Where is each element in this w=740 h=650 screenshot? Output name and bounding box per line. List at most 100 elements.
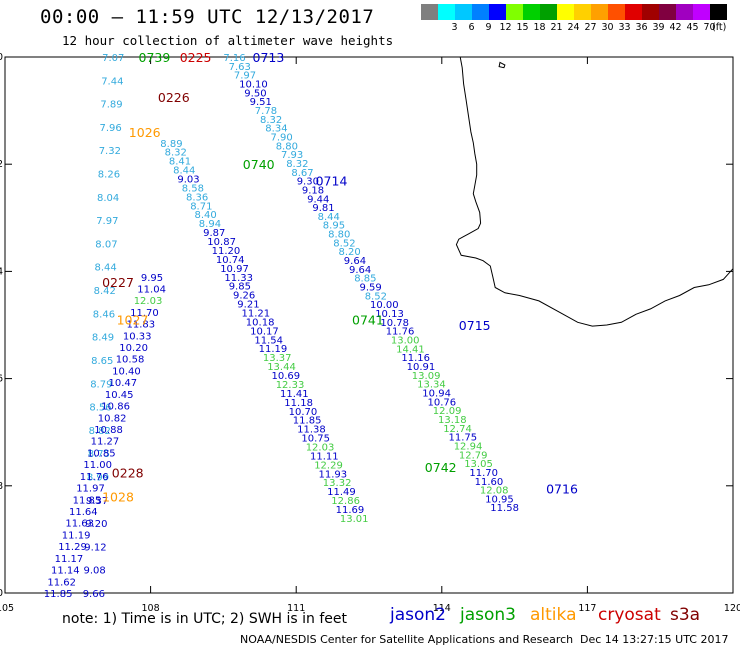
color-swatch-label: 39	[652, 22, 665, 33]
wave-height-label: 9.81	[312, 203, 334, 214]
wave-height-label: 7.96	[100, 123, 122, 134]
wave-height-label: 9.64	[349, 265, 371, 276]
wave-height-label: 11.97	[76, 484, 105, 495]
wave-height-label: 12.74	[443, 424, 472, 435]
wave-height-label: 11.85	[44, 589, 73, 600]
wave-height-label: 10.13	[375, 309, 404, 320]
pass-time-label: 0713	[253, 50, 285, 65]
axis-labels: 105 108 111 114 117 120 -30 -32 -34 -36 -38 -40	[0, 52, 740, 614]
pass-time-label: 0741	[352, 313, 384, 328]
lon-tick-label: 117	[578, 603, 596, 614]
color-swatch-label: 24	[567, 22, 580, 33]
wave-height-label: 7.93	[281, 150, 303, 161]
pass-time-label: 1028	[102, 490, 134, 505]
color-swatch-label: 42	[669, 22, 682, 33]
wave-height-label: 9.30	[297, 177, 319, 188]
wave-height-label: 13.34	[417, 380, 446, 391]
wave-height-label: 7.90	[271, 133, 293, 144]
color-swatch-label: 70	[703, 22, 716, 33]
wave-height-label: 10.87	[207, 237, 236, 248]
wave-height-label: 9.95	[141, 273, 163, 284]
wave-height-label: 10.33	[123, 331, 152, 342]
wave-height-label: 11.20	[212, 246, 241, 257]
wave-height-label: 8.34	[265, 124, 287, 135]
wave-height-label: 9.87	[203, 228, 225, 239]
wave-height-label: 13.18	[438, 415, 467, 426]
wave-height-label: 10.97	[220, 264, 249, 275]
color-swatch	[523, 4, 540, 20]
wave-height-label: 9.66	[83, 589, 105, 600]
wave-height-label: 8.04	[97, 193, 119, 204]
pass-time-label: 0227	[102, 275, 134, 290]
wave-height-label: 9.03	[177, 175, 199, 186]
wave-height-label: 12.09	[433, 406, 462, 417]
wave-height-label: 10.86	[101, 402, 130, 413]
pass-time-label: 0226	[158, 90, 190, 105]
wave-height-label: 11.69	[336, 505, 365, 516]
wave-height-label: 10.18	[246, 317, 275, 328]
wave-height-label: 10.00	[370, 300, 399, 311]
wave-height-label: 10.95	[485, 494, 514, 505]
wave-height-label: 11.58	[490, 503, 519, 514]
wave-height-label: 10.76	[428, 397, 457, 408]
color-swatch	[489, 4, 506, 20]
lat-tick-label: -38	[0, 481, 3, 492]
wave-height-label: 13.01	[340, 514, 369, 525]
wave-height-label: 8.46	[93, 309, 115, 320]
wave-height-label: 8.58	[182, 183, 204, 194]
wave-height-label: 11.64	[69, 507, 98, 518]
color-scale-unit: (ft)	[712, 22, 727, 33]
color-swatch-label: 9	[485, 22, 492, 33]
wave-height-label: 9.26	[233, 291, 255, 302]
wave-height-label: 11.83	[127, 320, 156, 331]
wave-height-label: 9.37	[86, 496, 108, 507]
wave-height-label: 9.08	[84, 566, 106, 577]
lat-tick-label: -30	[0, 52, 3, 63]
lon-tick-label: 120	[724, 603, 740, 614]
color-swatch-label: 3	[451, 22, 458, 33]
wave-height-label: 7.07	[102, 53, 124, 64]
wave-height-label: 11.41	[280, 389, 309, 400]
pass-time-labels: 0739 0225 0713 0226 1026 0740 0714 0227 1027 0741…	[102, 50, 578, 505]
color-swatch	[540, 4, 557, 20]
wave-height-tracks: 7.07 7.44 7.89 7.96 7.32 8.26 8.04 7.97 8.07 8.44…	[44, 53, 519, 600]
wave-height-label: 8.94	[199, 219, 221, 230]
color-swatch-label: 21	[550, 22, 563, 33]
wave-height-label: 7.97	[234, 71, 256, 82]
generated-timestamp: Dec 14 13:27:15 UTC 2017	[580, 633, 729, 646]
wave-height-label: 9.44	[307, 194, 329, 205]
color-swatch	[642, 4, 659, 20]
map-title: 00:00 – 11:59 UTC 12/13/2017	[40, 6, 375, 28]
wave-height-label: 10.91	[407, 362, 436, 373]
wave-height-label: 12.94	[454, 441, 483, 452]
wave-height-label: 8.89	[160, 139, 182, 150]
color-swatch-label: 6	[468, 22, 475, 33]
wave-height-label: 11.33	[224, 273, 253, 284]
wave-height-label: 8.20	[339, 247, 361, 258]
pass-time-label: 0228	[112, 465, 144, 480]
wave-height-label: 11.70	[130, 308, 159, 319]
lat-tick-label: -32	[0, 159, 3, 170]
wave-height-label: 12.33	[276, 380, 305, 391]
pass-time-label: 0739	[139, 50, 171, 65]
wave-height-label: 11.27	[91, 437, 120, 448]
wave-height-label: 8.26	[98, 170, 120, 181]
pass-time-label: 0715	[459, 318, 491, 333]
wave-height-label: 9.12	[84, 542, 106, 553]
color-swatch-label: 36	[635, 22, 648, 33]
color-swatch	[710, 4, 727, 20]
wave-height-label: 12.03	[134, 296, 163, 307]
wave-height-label: 10.47	[109, 378, 138, 389]
color-swatch-label: 27	[584, 22, 597, 33]
wave-height-label: 8.52	[333, 238, 355, 249]
wave-height-label: 12.03	[306, 443, 335, 454]
color-swatch	[438, 4, 455, 20]
wave-height-label: 7.97	[96, 216, 118, 227]
wave-height-label: 8.32	[286, 159, 308, 170]
legend-item-jason2: jason2	[390, 605, 446, 625]
wave-height-label: 9.59	[360, 283, 382, 294]
wave-height-label: 8.80	[328, 230, 350, 241]
coastline	[455, 56, 734, 327]
lon-tick-label: 114	[433, 603, 451, 614]
